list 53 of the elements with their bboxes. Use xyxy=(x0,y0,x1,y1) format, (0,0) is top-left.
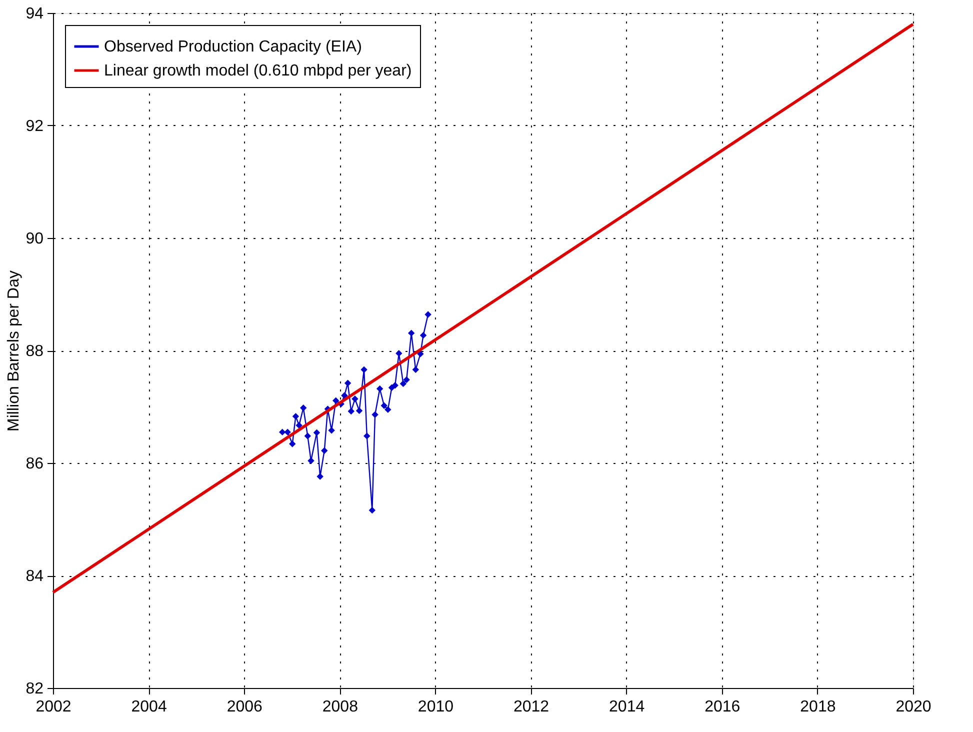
point xyxy=(403,376,410,384)
point xyxy=(332,397,340,404)
y-tick-label: 86 xyxy=(26,456,44,472)
x-tick-label: 2002 xyxy=(36,698,72,716)
y-tick-label: 94 xyxy=(26,6,44,22)
point xyxy=(296,422,302,429)
x-tick-label: 2020 xyxy=(896,698,932,716)
x-tick-label: 2012 xyxy=(513,698,550,716)
point xyxy=(364,432,370,440)
x-tick-label: 2018 xyxy=(800,698,836,716)
y-tick-label: 88 xyxy=(26,343,44,360)
point xyxy=(316,473,324,480)
point xyxy=(308,457,314,464)
x-tick-label: 2004 xyxy=(131,698,167,716)
point xyxy=(321,447,328,454)
point xyxy=(352,396,358,402)
x-tick-label: 2014 xyxy=(609,698,645,716)
point xyxy=(420,332,427,339)
point xyxy=(424,311,432,318)
y-axis-title: Million Barrels per Day xyxy=(6,270,23,432)
point xyxy=(292,412,300,420)
x-tick-label: 2016 xyxy=(704,698,740,716)
point xyxy=(289,440,296,448)
point xyxy=(313,429,320,436)
y-tick-label: 84 xyxy=(26,568,44,585)
point xyxy=(344,380,352,386)
point xyxy=(278,428,286,436)
point xyxy=(400,380,407,388)
point xyxy=(356,407,363,414)
point xyxy=(384,406,392,413)
y-tick-label: 90 xyxy=(26,230,44,248)
y-tick-label: 92 xyxy=(26,118,44,135)
point xyxy=(304,432,312,440)
point xyxy=(328,427,335,434)
point xyxy=(360,366,368,373)
x-tick-label: 2010 xyxy=(418,698,454,716)
point xyxy=(412,366,419,373)
point xyxy=(368,506,376,514)
y-tick-label: 82 xyxy=(26,680,44,698)
point xyxy=(417,350,424,358)
legend-label: Linear growth model (0.610 mbpd per year) xyxy=(104,62,412,80)
point xyxy=(380,402,388,409)
point xyxy=(284,428,291,436)
point xyxy=(408,330,415,336)
point xyxy=(392,382,398,389)
x-tick-label: 2006 xyxy=(226,698,263,716)
point xyxy=(372,411,378,418)
point xyxy=(376,385,384,392)
x-tick-label: 2008 xyxy=(322,698,358,716)
point xyxy=(300,404,307,412)
point xyxy=(396,350,402,357)
point xyxy=(348,408,354,415)
legend-label: Observed Production Capacity (EIA) xyxy=(104,38,362,56)
